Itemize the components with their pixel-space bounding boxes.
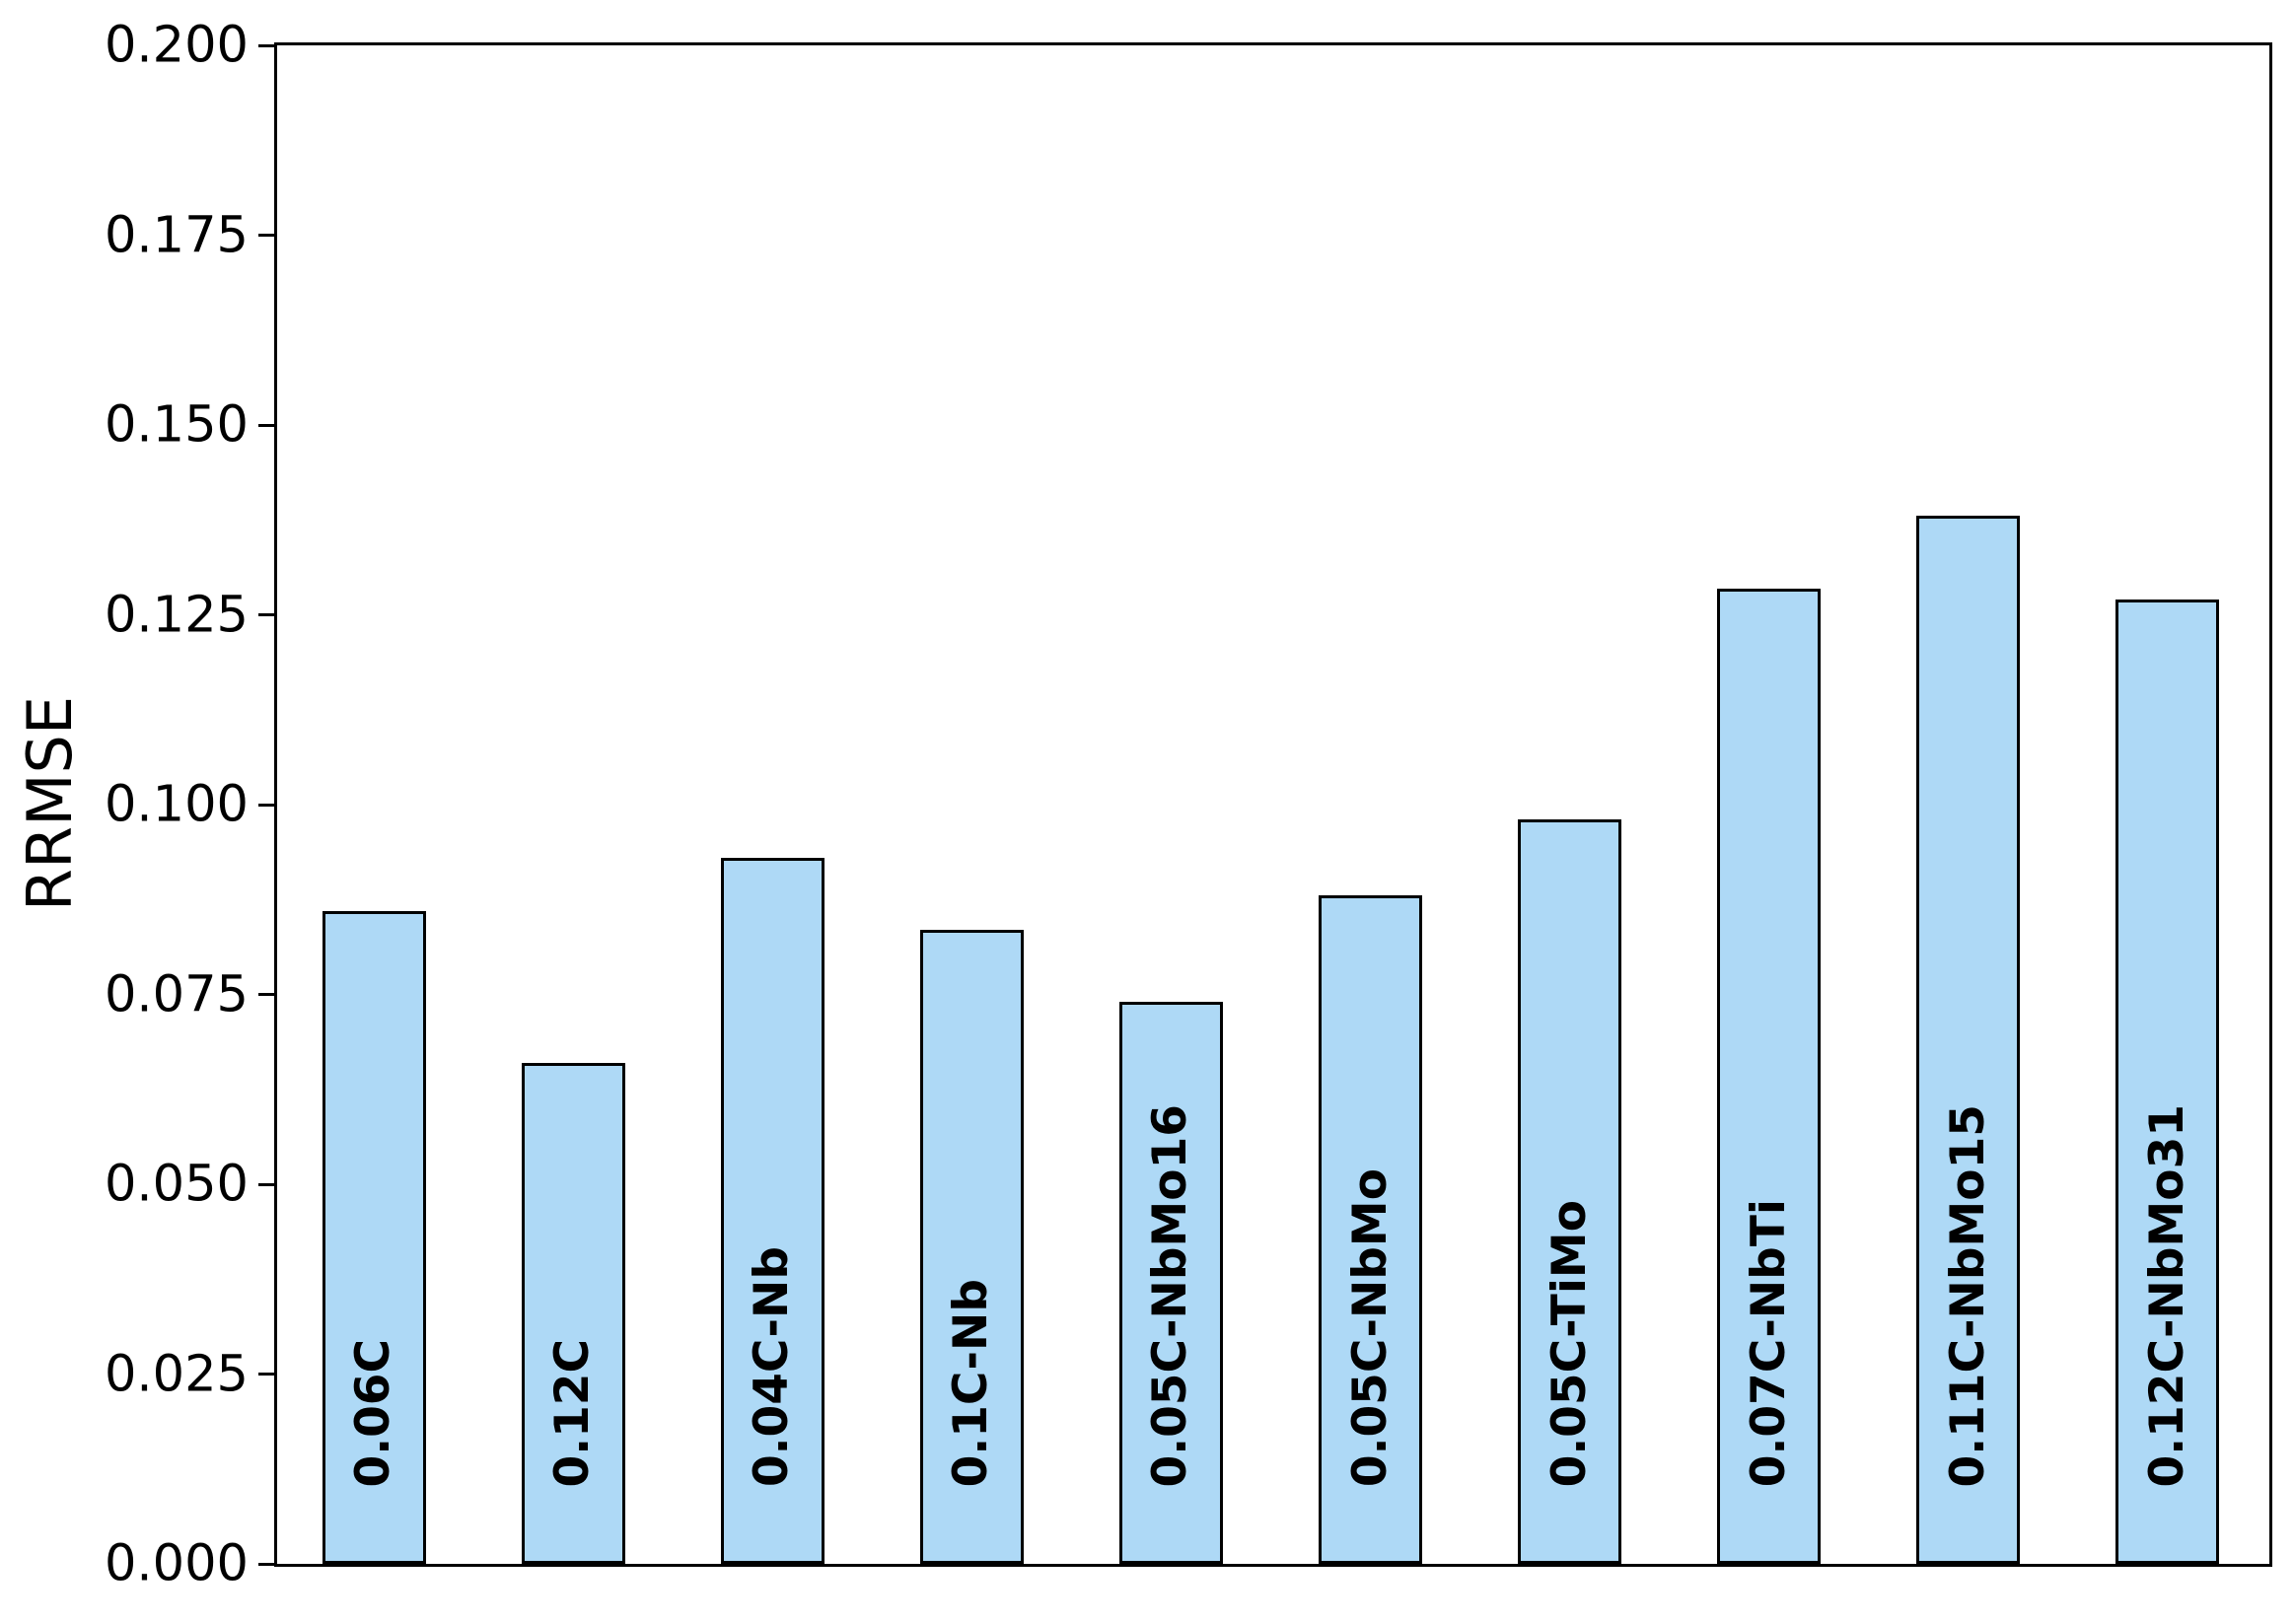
y-tick-label: 0.050 (104, 1155, 249, 1214)
bar-label: 0.05C-NbMo (1342, 1167, 1398, 1487)
y-tick-label: 0.200 (104, 16, 249, 75)
y-tick-label: 0.075 (104, 965, 249, 1024)
y-tick-label: 0.175 (104, 206, 249, 264)
bar-label: 0.06C (346, 1338, 401, 1487)
bar: 0.12C (521, 1063, 625, 1564)
y-tick-label: 0.125 (104, 586, 249, 644)
y-tick-mark (258, 613, 274, 616)
bar: 0.05C-NbMo16 (1118, 1002, 1223, 1564)
bar: 0.1C-Nb (919, 930, 1024, 1564)
y-tick-mark (258, 803, 274, 807)
y-tick-label: 0.000 (104, 1534, 249, 1593)
bar-label: 0.11C-NbMo15 (1940, 1103, 1995, 1487)
y-tick-mark (258, 1182, 274, 1186)
bar: 0.11C-NbMo15 (1916, 516, 2021, 1564)
bar-label: 0.1C-Nb (944, 1278, 999, 1487)
y-tick-mark (258, 1373, 274, 1376)
y-tick-mark (258, 43, 274, 47)
bar-label: 0.04C-Nb (745, 1245, 800, 1487)
bar: 0.05C-NbMo (1319, 895, 1423, 1564)
y-tick-mark (258, 993, 274, 996)
bar: 0.05C-TiMo (1518, 819, 1622, 1564)
bar: 0.04C-Nb (720, 858, 824, 1564)
y-tick-label: 0.150 (104, 395, 249, 455)
bar-label: 0.07C-NbTi (1741, 1198, 1796, 1487)
y-tick-mark (258, 1562, 274, 1566)
y-tick-mark (258, 423, 274, 427)
y-tick-label: 0.100 (104, 775, 249, 834)
y-tick-mark (258, 234, 274, 237)
bar-label: 0.12C (545, 1338, 601, 1487)
bar: 0.12C-NbMo31 (2115, 600, 2220, 1564)
bar-label: 0.05C-TiMo (1541, 1199, 1597, 1487)
plot-area: 0.06C 0.12C 0.04C-Nb 0.1C-Nb 0.05C-NbMo16 0.0… (274, 42, 2272, 1567)
y-tick-label: 0.025 (104, 1345, 249, 1403)
bar: 0.06C (322, 911, 426, 1564)
bar-label: 0.12C-NbMo31 (2139, 1103, 2194, 1487)
bar-label: 0.05C-NbMo16 (1143, 1103, 1198, 1487)
bar: 0.07C-NbTi (1717, 589, 1822, 1564)
